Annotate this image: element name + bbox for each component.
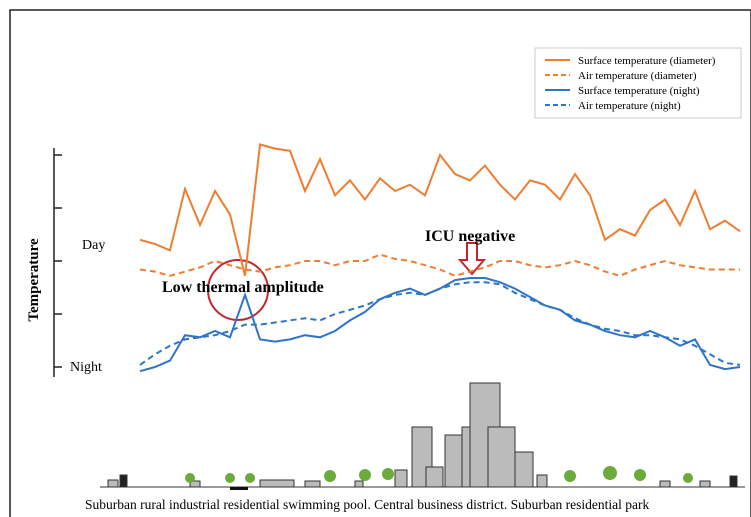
trees (185, 466, 693, 483)
legend-label: Air temperature (diameter) (578, 70, 697, 82)
annotation: Low thermal amplitude (162, 279, 324, 296)
legend-label: Surface temperature (diameter) (578, 55, 716, 67)
legend-label: Surface temperature (night) (578, 85, 700, 97)
annotation: ICU negative (425, 228, 515, 245)
series-line (139, 143, 741, 277)
y-axis-label: Temperature (26, 238, 42, 322)
pool (230, 487, 248, 490)
caption: Suburban rural industrial residential sw… (85, 497, 650, 512)
series-line (139, 253, 740, 277)
series-line (139, 281, 741, 366)
legend-label: Air temperature (night) (578, 100, 681, 112)
day-label: Day (82, 238, 105, 253)
night-label: Night (70, 360, 102, 375)
skyline (107, 382, 738, 488)
highlight-circle (207, 259, 269, 321)
arrow (457, 242, 487, 276)
frame (9, 9, 751, 517)
